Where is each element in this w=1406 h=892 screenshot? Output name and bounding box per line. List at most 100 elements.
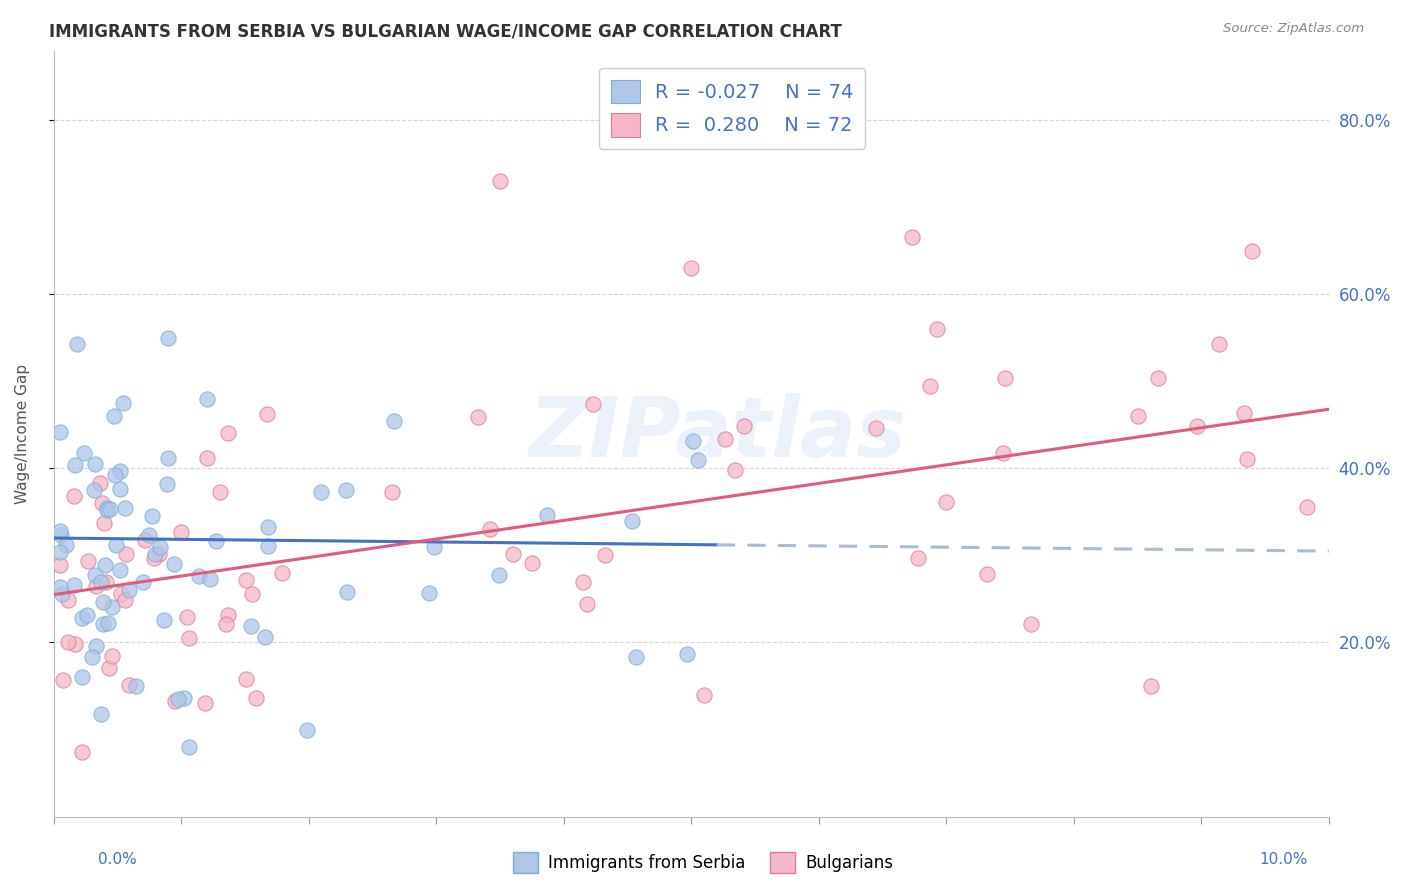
Point <box>94 558 117 573</box>
Point <box>335 585 357 599</box>
Point <box>96 574 118 589</box>
Point <box>935 495 957 509</box>
Point <box>52 673 75 687</box>
Point <box>110 587 132 601</box>
Point <box>173 691 195 706</box>
Point <box>188 568 211 582</box>
Point <box>235 672 257 686</box>
Point <box>195 451 218 466</box>
Point <box>217 425 239 440</box>
Point <box>176 610 198 624</box>
Point <box>693 688 716 702</box>
Point <box>100 649 122 664</box>
Point <box>91 595 114 609</box>
Point <box>55 538 77 552</box>
Point <box>865 421 887 435</box>
Point <box>572 574 595 589</box>
Point <box>138 528 160 542</box>
Point <box>418 586 440 600</box>
Text: IMMIGRANTS FROM SERBIA VS BULGARIAN WAGE/INCOME GAP CORRELATION CHART: IMMIGRANTS FROM SERBIA VS BULGARIAN WAGE… <box>49 22 842 40</box>
Point <box>676 647 699 661</box>
Point <box>1126 409 1149 424</box>
Point <box>488 568 510 582</box>
Y-axis label: Wage/Income Gap: Wage/Income Gap <box>15 364 30 504</box>
Point <box>76 607 98 622</box>
Point <box>77 554 100 568</box>
Point <box>208 485 231 500</box>
Point <box>1019 617 1042 632</box>
Point <box>240 618 263 632</box>
Point <box>256 520 278 534</box>
Point <box>157 331 180 345</box>
Point <box>84 567 107 582</box>
Point <box>91 617 114 632</box>
Point <box>63 578 86 592</box>
Point <box>62 489 84 503</box>
Point <box>143 547 166 561</box>
Point <box>733 418 755 433</box>
Point <box>108 464 131 478</box>
Point <box>489 174 512 188</box>
Point <box>194 697 217 711</box>
Point <box>49 581 72 595</box>
Point <box>381 485 404 500</box>
Point <box>714 433 737 447</box>
Point <box>49 545 72 559</box>
Point <box>156 476 179 491</box>
Point <box>91 495 114 509</box>
Point <box>63 637 86 651</box>
Point <box>335 483 357 497</box>
Point <box>682 434 704 448</box>
Point <box>240 587 263 601</box>
Text: 10.0%: 10.0% <box>1260 852 1308 867</box>
Point <box>686 453 709 467</box>
Point <box>295 723 318 737</box>
Point <box>90 706 112 721</box>
Point <box>66 336 89 351</box>
Legend: Immigrants from Serbia, Bulgarians: Immigrants from Serbia, Bulgarians <box>506 846 900 880</box>
Point <box>245 691 267 706</box>
Point <box>103 409 125 424</box>
Point <box>83 483 105 497</box>
Point <box>423 541 446 555</box>
Point <box>1185 418 1208 433</box>
Point <box>478 522 501 536</box>
Point <box>907 551 929 566</box>
Point <box>215 617 238 632</box>
Point <box>976 567 998 582</box>
Point <box>163 693 186 707</box>
Point <box>1241 244 1264 258</box>
Point <box>93 516 115 530</box>
Point <box>49 558 72 573</box>
Point <box>49 425 72 439</box>
Point <box>100 600 122 615</box>
Point <box>467 410 489 425</box>
Point <box>536 508 558 523</box>
Text: Source: ZipAtlas.com: Source: ZipAtlas.com <box>1223 22 1364 36</box>
Point <box>114 501 136 516</box>
Point <box>96 503 118 517</box>
Point <box>235 573 257 587</box>
Point <box>195 392 218 406</box>
Point <box>382 414 405 428</box>
Point <box>595 548 617 562</box>
Point <box>114 593 136 607</box>
Point <box>153 613 176 627</box>
Point <box>82 650 104 665</box>
Point <box>108 563 131 577</box>
Point <box>177 631 200 645</box>
Point <box>83 457 105 471</box>
Point <box>217 608 239 623</box>
Point <box>104 467 127 482</box>
Point <box>205 533 228 548</box>
Point <box>84 579 107 593</box>
Legend: R = -0.027    N = 74, R =  0.280    N = 72: R = -0.027 N = 74, R = 0.280 N = 72 <box>599 68 865 149</box>
Point <box>86 639 108 653</box>
Point <box>111 396 134 410</box>
Point <box>90 574 112 589</box>
Point <box>149 540 172 554</box>
Point <box>58 635 80 649</box>
Point <box>97 615 120 630</box>
Point <box>309 484 332 499</box>
Point <box>927 322 949 336</box>
